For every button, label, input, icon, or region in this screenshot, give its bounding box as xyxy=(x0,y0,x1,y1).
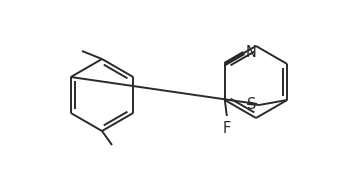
Text: F: F xyxy=(223,121,231,136)
Text: S: S xyxy=(247,96,257,111)
Text: N: N xyxy=(246,45,257,60)
